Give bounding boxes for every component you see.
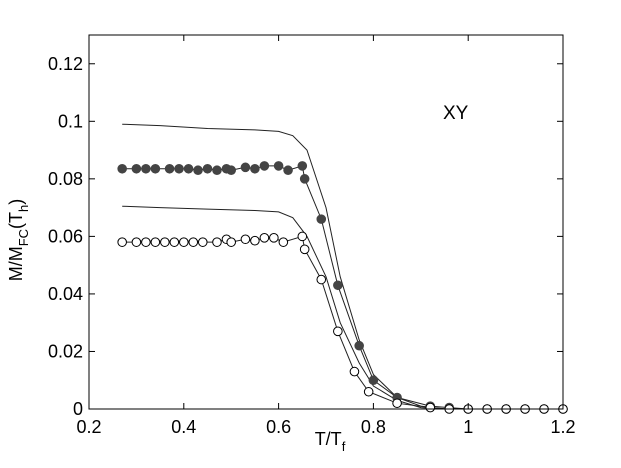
open-marker — [333, 326, 343, 337]
series-2 — [122, 205, 563, 410]
open-marker — [363, 386, 374, 397]
y-tick-label: 0.1 — [58, 111, 83, 131]
series-line — [122, 165, 563, 410]
open-marker — [316, 274, 327, 285]
filled-marker — [297, 161, 308, 171]
y-axis-title-main: M/M — [6, 246, 26, 281]
filled-marker — [273, 161, 284, 171]
y-tick-label: 0.12 — [48, 54, 83, 74]
open-marker — [259, 233, 270, 243]
filled-marker — [259, 161, 270, 171]
open-marker — [169, 237, 180, 247]
filled-marker — [150, 163, 161, 174]
y-tick-label: 0.02 — [48, 341, 83, 361]
y-axis-title-sub: FC — [16, 229, 31, 246]
open-marker — [179, 237, 189, 247]
x-axis-title: T/Tf — [315, 429, 346, 454]
filled-marker — [333, 280, 343, 291]
open-marker — [425, 402, 436, 413]
open-marker — [278, 237, 289, 247]
open-marker — [299, 244, 310, 255]
x-tick-label: 1 — [463, 417, 473, 437]
filled-marker — [316, 214, 327, 224]
filled-marker — [131, 163, 142, 174]
filled-marker — [193, 165, 203, 176]
open-marker — [131, 237, 142, 247]
filled-marker — [226, 165, 236, 176]
open-marker — [269, 233, 279, 243]
open-marker — [226, 237, 236, 247]
open-marker — [150, 237, 161, 247]
x-tick-label: 0.4 — [171, 417, 196, 437]
ticks-layer: 0.2 0.4 0.6 0.8 1 1.2 0 0.02 0.04 0.06 0.08 0.1 0.12 — [48, 35, 576, 437]
series-line — [122, 205, 563, 410]
plot-frame — [88, 34, 564, 410]
filled-marker — [354, 340, 364, 351]
x-axis-title-sub: f — [342, 439, 346, 454]
x-tick-label: 1.2 — [550, 417, 575, 437]
filled-marker — [202, 163, 213, 174]
series-4 — [117, 231, 568, 414]
y-axis-title: M/MFC(Th) — [6, 199, 31, 282]
filled-marker — [117, 163, 127, 174]
open-marker — [297, 231, 308, 242]
series-line — [122, 235, 563, 410]
filled-marker — [250, 163, 260, 174]
y-tick-label: 0.04 — [48, 284, 83, 304]
x-tick-label: 0.8 — [361, 417, 386, 437]
y-tick-label: 0.06 — [48, 226, 83, 246]
y-axis-title-paren-open: (T — [6, 212, 26, 229]
x-axis-title-main: T/T — [315, 429, 342, 449]
filled-marker — [283, 165, 293, 176]
open-marker — [240, 234, 251, 245]
filled-marker — [183, 163, 194, 174]
open-marker — [212, 237, 222, 247]
filled-marker — [141, 163, 151, 174]
y-tick-label: 0 — [73, 399, 83, 419]
series-3 — [117, 161, 568, 414]
open-marker — [392, 398, 402, 409]
open-marker — [250, 235, 260, 246]
filled-marker — [299, 174, 310, 184]
x-tick-label: 0.2 — [76, 417, 101, 437]
open-marker — [117, 237, 127, 247]
open-marker — [188, 237, 199, 247]
y-axis-title-paren-close: ) — [6, 199, 26, 205]
x-tick-label: 0.6 — [266, 417, 291, 437]
filled-marker — [164, 163, 175, 174]
chart-annotation: XY — [443, 103, 469, 124]
series-layer — [117, 123, 568, 414]
open-marker — [141, 237, 151, 247]
filled-marker — [368, 375, 379, 386]
y-tick-label: 0.08 — [48, 169, 83, 189]
open-marker — [197, 237, 208, 247]
open-marker — [349, 366, 360, 377]
filled-marker — [212, 165, 222, 176]
filled-marker — [240, 162, 251, 173]
open-marker — [160, 237, 170, 247]
filled-marker — [174, 163, 184, 174]
y-axis-title-sub2: h — [16, 205, 31, 212]
